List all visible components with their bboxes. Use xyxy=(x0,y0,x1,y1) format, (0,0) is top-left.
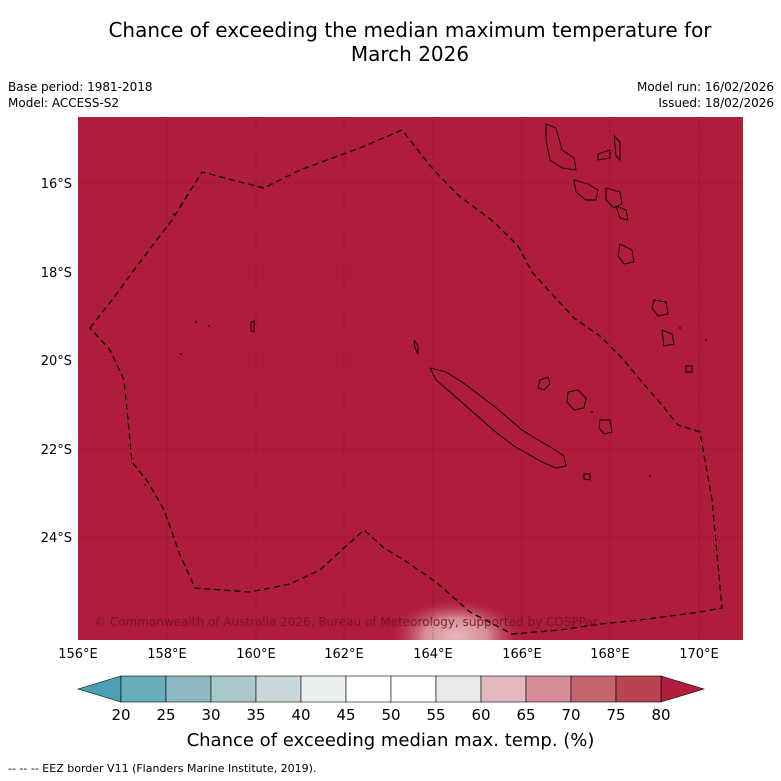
small-islets xyxy=(144,213,707,486)
isle-of-pines xyxy=(583,473,591,481)
lat-label-22s: 22°S xyxy=(41,443,72,458)
islet xyxy=(679,327,681,329)
colorbar-segment-20-25 xyxy=(120,675,167,703)
ambrym-epi xyxy=(605,187,623,209)
base-period: Base period: 1981-2018 xyxy=(8,80,153,94)
lon-label-162e: 162°E xyxy=(324,647,364,662)
colorbar-tick-75: 75 xyxy=(606,706,625,724)
tanna xyxy=(661,329,675,347)
lon-label-164e: 164°E xyxy=(413,647,453,662)
lower-probability-patch xyxy=(386,590,526,640)
islet xyxy=(649,475,651,477)
aneityum xyxy=(685,365,693,373)
meta-left: Base period: 1981-2018 Model: ACCESS-S2 xyxy=(8,79,153,111)
colorbar-tick-60: 60 xyxy=(471,706,490,724)
lon-label-158e: 158°E xyxy=(147,647,187,662)
colorbar-segment-75-80 xyxy=(615,675,662,703)
ambae xyxy=(597,149,611,161)
lat-label-20s: 20°S xyxy=(41,354,72,369)
colorbar-segment-30-35 xyxy=(210,675,257,703)
colorbar-tick-40: 40 xyxy=(291,706,310,724)
colorbar-segment-50-55 xyxy=(390,675,437,703)
islet xyxy=(591,411,593,413)
new-caledonia xyxy=(429,367,567,469)
colorbar-tick-labels: 20 25 30 35 40 45 50 55 60 65 70 75 80 xyxy=(111,706,670,724)
colorbar-tick-70: 70 xyxy=(561,706,580,724)
colorbar-segment-70-75 xyxy=(570,675,617,703)
islet xyxy=(173,213,175,215)
lat-labels: 16°S 18°S 20°S 22°S 24°S xyxy=(41,177,72,546)
lon-labels: 156°E 158°E 160°E 162°E 164°E 166°E 168°… xyxy=(58,647,719,662)
colorbar-segment-65-70 xyxy=(525,675,572,703)
colorbar-tick-30: 30 xyxy=(201,706,220,724)
lon-label-170e: 170°E xyxy=(679,647,719,662)
lat-label-16s: 16°S xyxy=(41,177,72,192)
lon-label-168e: 168°E xyxy=(590,647,630,662)
espiritu-santo xyxy=(545,123,577,171)
colorbar-tick-25: 25 xyxy=(156,706,175,724)
chesterfield-reef xyxy=(250,320,255,333)
lat-label-24s: 24°S xyxy=(41,531,72,546)
colorbar-low-extend xyxy=(76,675,122,703)
colorbar-segment-55-60 xyxy=(435,675,482,703)
malekula xyxy=(573,179,599,201)
islet xyxy=(547,289,549,291)
title-line-1: Chance of exceeding the median maximum t… xyxy=(108,18,712,42)
islet xyxy=(180,353,182,355)
colorbar-segment-35-40 xyxy=(255,675,302,703)
colorbar-segments xyxy=(120,675,662,703)
islet xyxy=(705,339,707,341)
lon-label-156e: 156°E xyxy=(58,647,98,662)
colorbar-high-extend xyxy=(660,675,706,703)
colorbar-tick-20: 20 xyxy=(111,706,130,724)
colorbar-tick-65: 65 xyxy=(516,706,535,724)
eez-source-note: -- -- -- EEZ border V11 (Flanders Marine… xyxy=(8,762,317,775)
lon-label-166e: 166°E xyxy=(502,647,542,662)
lat-label-18s: 18°S xyxy=(41,266,72,281)
colorbar-segment-45-50 xyxy=(345,675,392,703)
erromango xyxy=(651,299,669,317)
map-background xyxy=(78,117,743,640)
mare-island xyxy=(598,419,613,435)
belep-islands xyxy=(413,339,419,355)
islet xyxy=(208,325,210,327)
title-line-2: March 2026 xyxy=(350,42,470,66)
colorbar: 20 25 30 35 40 45 50 55 60 65 70 75 80 xyxy=(76,675,706,724)
map-title: Chance of exceeding the median maximum t… xyxy=(60,18,760,66)
model-run: Model run: 16/02/2026 xyxy=(636,80,774,94)
issued-date: Issued: 18/02/2026 xyxy=(658,96,774,110)
meta-right: Model run: 16/02/2026 Issued: 18/02/2026 xyxy=(637,79,774,111)
lifou-island xyxy=(566,389,587,411)
pentecost xyxy=(613,134,621,162)
islet xyxy=(144,484,146,486)
colorbar-tick-45: 45 xyxy=(336,706,355,724)
lon-label-160e: 160°E xyxy=(236,647,276,662)
colorbar-tick-35: 35 xyxy=(246,706,265,724)
efate xyxy=(617,243,635,265)
copyright-note: © Commonwealth of Australia 2026, Bureau… xyxy=(94,615,599,629)
colorbar-tick-50: 50 xyxy=(381,706,400,724)
eez-border xyxy=(89,129,723,635)
shepherd-islands xyxy=(615,205,629,221)
colorbar-tick-55: 55 xyxy=(426,706,445,724)
coastlines xyxy=(250,123,693,481)
ouvea-island xyxy=(537,376,551,391)
colorbar-segment-60-65 xyxy=(480,675,527,703)
islet xyxy=(195,321,197,323)
colorbar-tick-80: 80 xyxy=(651,706,670,724)
gridlines xyxy=(78,117,743,640)
model-name: Model: ACCESS-S2 xyxy=(8,96,120,110)
colorbar-segment-25-30 xyxy=(165,675,212,703)
colorbar-segment-40-45 xyxy=(300,675,347,703)
colorbar-label: Chance of exceeding median max. temp. (%… xyxy=(186,730,595,751)
